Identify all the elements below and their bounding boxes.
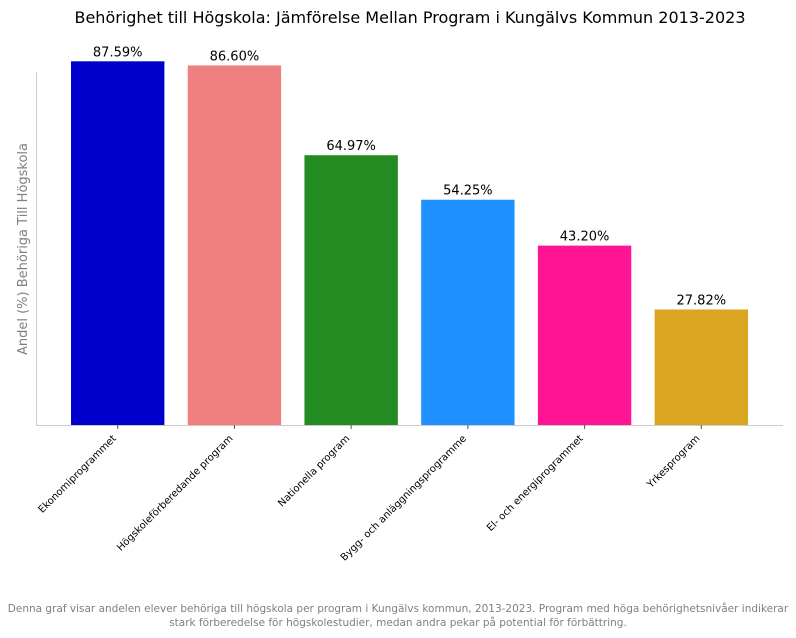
bar: [537, 245, 632, 425]
y-axis-label: Andel (%) Behöriga Till Högskola: [16, 143, 31, 355]
bars-group: [71, 61, 748, 426]
x-tick-label: El- och energiprogrammet: [485, 433, 586, 534]
chart-axes: [36, 72, 783, 426]
bar: [71, 61, 165, 426]
bar: [304, 155, 398, 426]
value-labels-group: 87.59% 86.60% 64.97% 54.25% 43.20% 27.82%: [93, 45, 726, 308]
x-tick-label: Nationella program: [276, 433, 352, 509]
bar: [654, 309, 748, 425]
bar-value-label: 43.20%: [560, 230, 610, 245]
chart-caption: Denna graf visar andelen elever behöriga…: [7, 603, 789, 629]
bar-value-label: 87.59%: [93, 45, 143, 60]
bar-value-label: 86.60%: [210, 49, 260, 64]
bar: [187, 65, 282, 426]
bar-value-label: 27.82%: [677, 293, 727, 308]
chart-title: Behörighet till Högskola: Jämförelse Mel…: [74, 8, 746, 27]
x-tick-label: Bygg- och anläggningsprogramme: [339, 433, 469, 563]
bar: [421, 199, 515, 425]
bar-value-label: 54.25%: [443, 184, 493, 199]
x-tick-label: Yrkesprogram: [645, 433, 703, 491]
x-tick-label: Högskoleförberedande program: [115, 433, 235, 553]
x-tick-label: Ekonomiprogrammet: [37, 433, 119, 515]
bar-value-label: 64.97%: [326, 139, 376, 154]
